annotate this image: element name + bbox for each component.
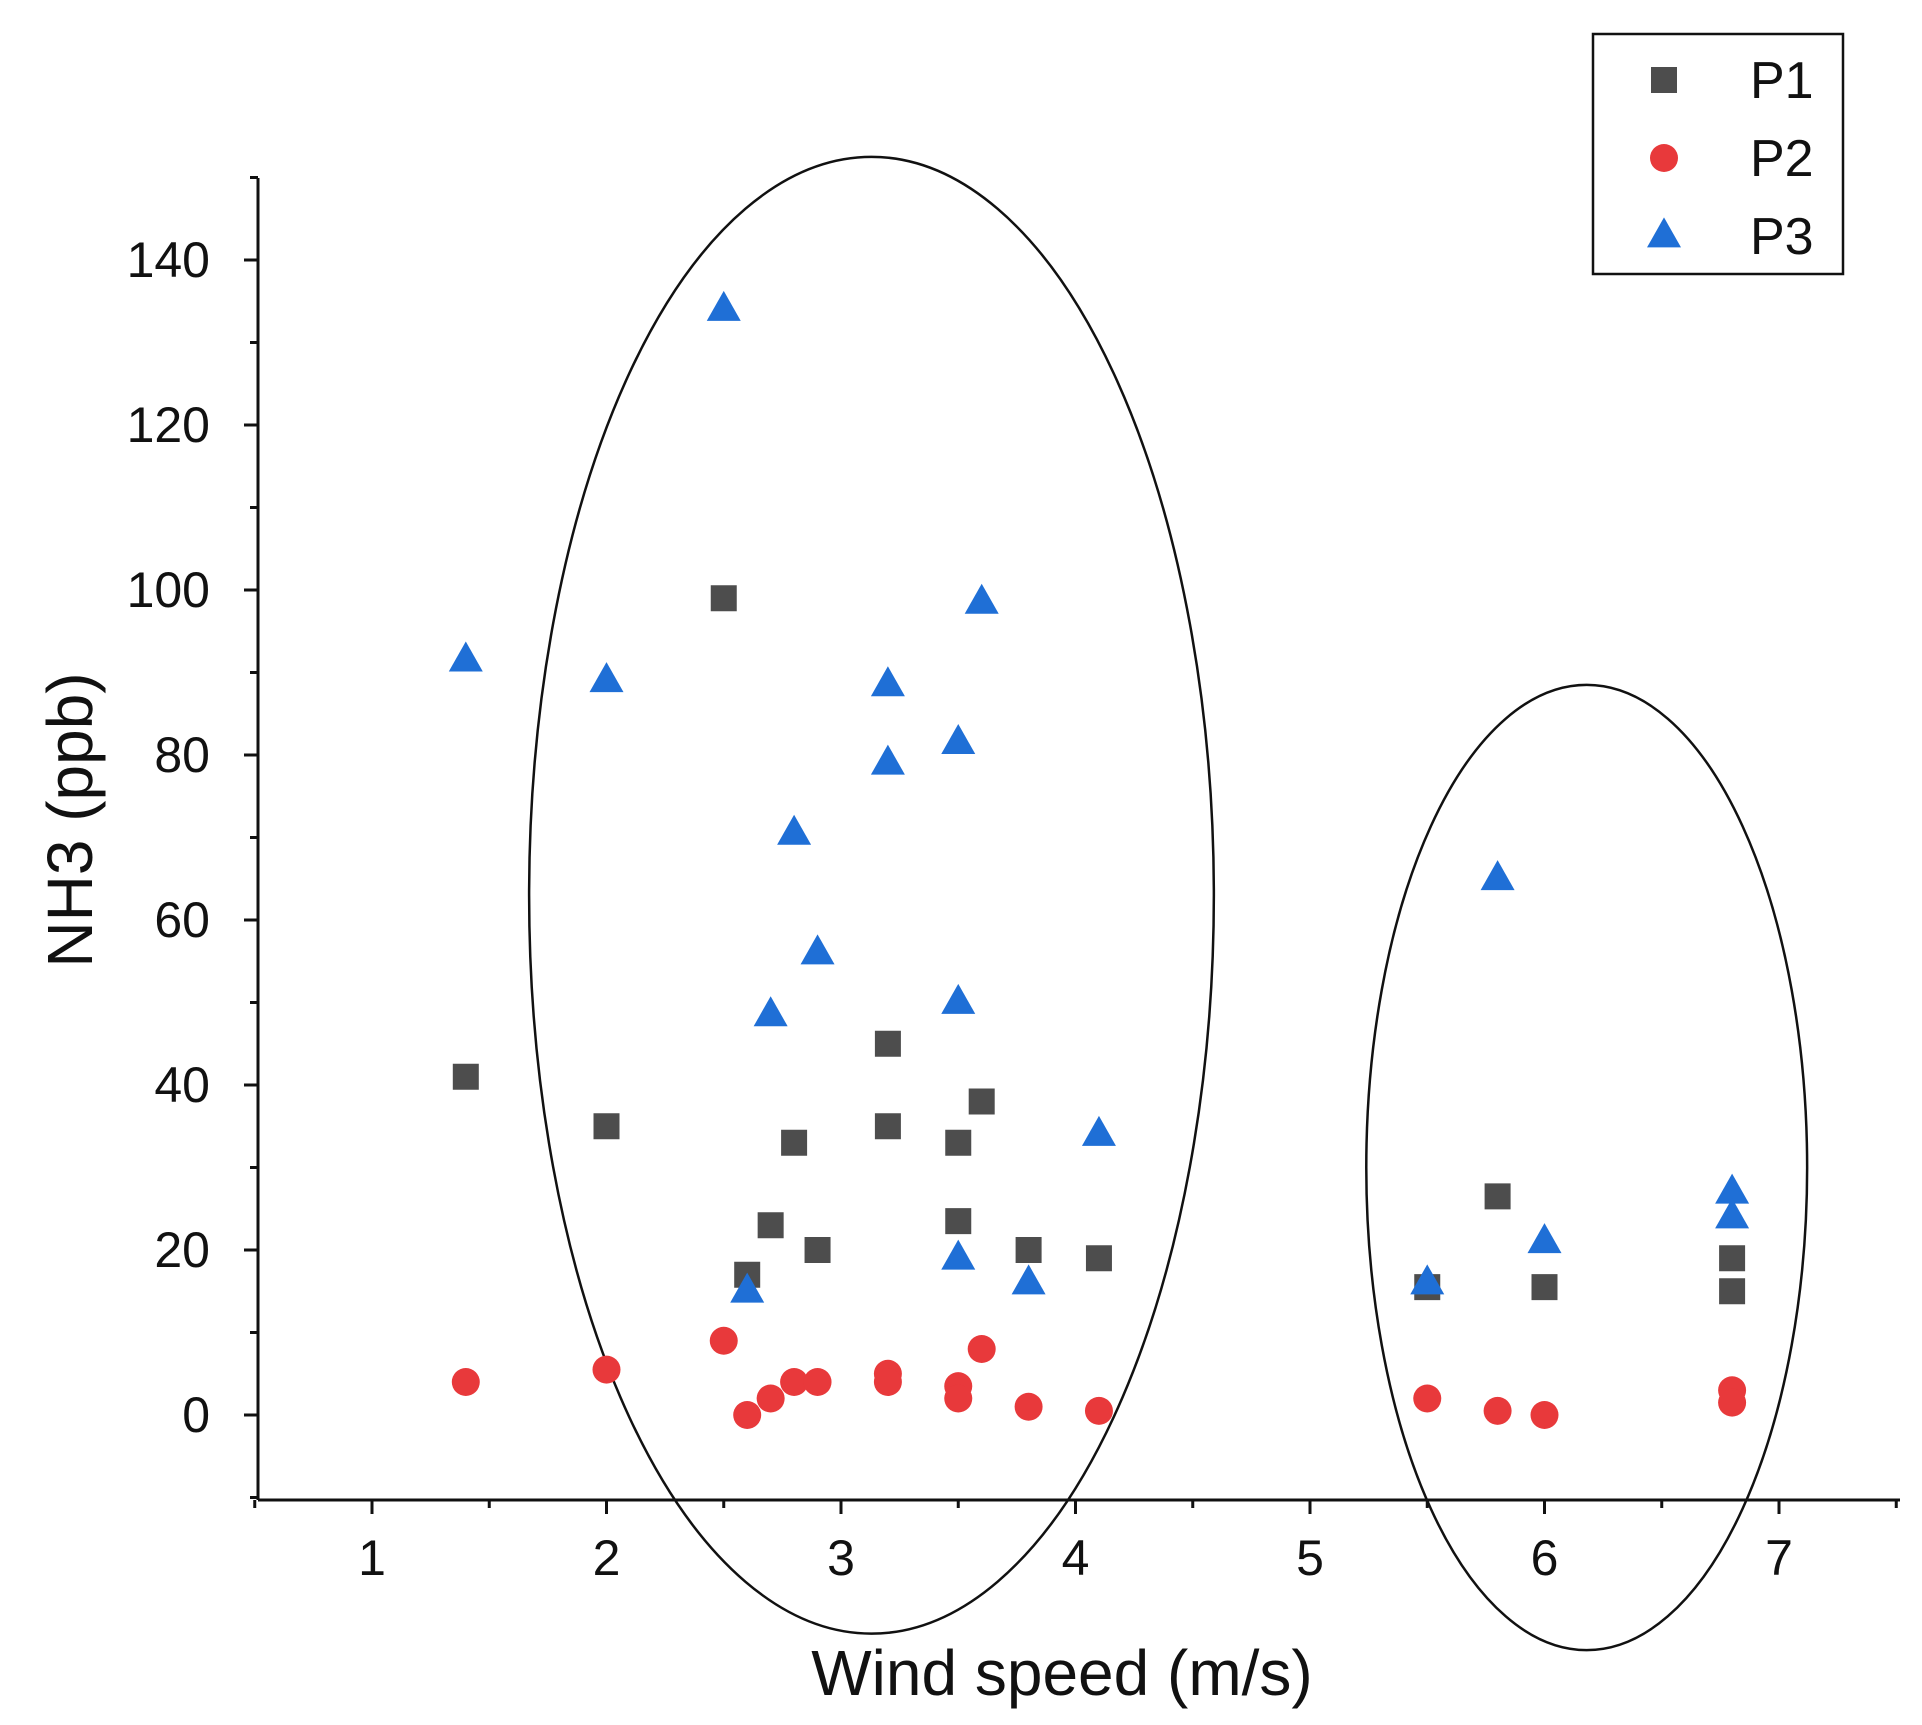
data-point-p2: [873, 1368, 902, 1396]
x-tick-label: 1: [358, 1530, 386, 1586]
series-p2: [451, 1326, 1747, 1429]
data-point-p3: [941, 1239, 976, 1270]
data-point-p3: [1480, 860, 1515, 891]
data-point-p1: [945, 1129, 972, 1156]
data-point-p1: [1015, 1237, 1042, 1263]
x-tick-label: 6: [1531, 1530, 1559, 1586]
data-point-p1: [874, 1030, 901, 1057]
legend-marker-p2: [1650, 144, 1678, 172]
data-point-p3: [941, 983, 976, 1014]
series-p3: [448, 290, 1750, 1303]
data-point-p3: [1715, 1198, 1750, 1229]
y-tick-label: 40: [154, 1057, 210, 1113]
data-point-p3: [589, 662, 624, 693]
y-axis-title: NH3 (ppb): [34, 672, 106, 967]
data-point-p1: [1484, 1183, 1511, 1210]
data-point-p1: [1719, 1245, 1746, 1272]
cluster-ellipse-2: [1365, 683, 1809, 1652]
data-point-p3: [1011, 1264, 1046, 1295]
legend-entries: P1 P2 P3: [1647, 52, 1814, 266]
data-point-p3: [870, 744, 905, 775]
data-point-p2: [756, 1384, 785, 1413]
data-point-p3: [870, 666, 905, 697]
data-point-p3: [706, 290, 741, 321]
data-point-p1: [1531, 1274, 1558, 1301]
cluster-ellipse-1: [527, 155, 1216, 1635]
data-point-p2: [1084, 1396, 1113, 1425]
x-ticks: 1 2 3 4 5 6 7: [253, 1500, 1898, 1586]
data-point-p1: [1719, 1278, 1746, 1305]
legend-marker-p1: [1651, 67, 1677, 93]
data-point-p3: [1410, 1264, 1445, 1295]
legend-label-p1: P1: [1750, 52, 1814, 110]
data-point-p3: [730, 1272, 765, 1303]
x-tick-label: 2: [593, 1530, 621, 1586]
data-point-p3: [1527, 1223, 1562, 1254]
data-point-p3: [1715, 1173, 1750, 1204]
y-tick-label: 140: [127, 232, 210, 288]
data-point-p1: [874, 1113, 901, 1140]
data-point-p2: [592, 1355, 621, 1384]
x-axis-title: Wind speed (m/s): [811, 1637, 1312, 1709]
data-point-p2: [451, 1368, 480, 1396]
data-point-p2: [709, 1326, 738, 1355]
data-point-p2: [1718, 1388, 1747, 1417]
data-point-p2: [1483, 1396, 1512, 1425]
legend-box: [1591, 32, 1845, 276]
data-point-p1: [804, 1237, 831, 1263]
data-point-p1: [710, 585, 737, 612]
data-point-p3: [800, 934, 835, 965]
y-tick-label: 100: [127, 562, 210, 618]
x-tick-label: 4: [1062, 1530, 1090, 1586]
data-point-p1: [1085, 1245, 1112, 1272]
data-point-p3: [777, 814, 812, 845]
data-point-p2: [803, 1368, 832, 1396]
data-point-p1: [593, 1113, 620, 1140]
data-points: [448, 290, 1750, 1429]
y-tick-label: 20: [154, 1222, 210, 1278]
cluster-ellipses: [527, 155, 1809, 1652]
data-point-p2: [944, 1384, 973, 1413]
data-point-p2: [967, 1335, 996, 1363]
data-point-p2: [1014, 1392, 1043, 1421]
data-point-p3: [753, 996, 788, 1027]
data-point-p3: [1081, 1115, 1116, 1146]
data-point-p2: [733, 1401, 762, 1429]
x-tick-label: 5: [1296, 1530, 1324, 1586]
data-point-p3: [941, 724, 976, 755]
y-tick-label: 80: [154, 727, 210, 783]
data-point-p2: [1413, 1384, 1442, 1413]
data-point-p2: [780, 1368, 809, 1396]
series-p1: [452, 585, 1746, 1305]
y-ticks: 0 20 40 60 80 100 120 140: [127, 176, 258, 1499]
x-tick-label: 7: [1765, 1530, 1793, 1586]
legend: P1 P2 P3: [1591, 32, 1845, 276]
data-point-p1: [781, 1129, 808, 1156]
x-tick-label: 3: [827, 1530, 855, 1586]
data-point-p3: [964, 583, 999, 614]
data-point-p1: [945, 1208, 972, 1235]
data-point-p1: [968, 1088, 995, 1115]
legend-label-p2: P2: [1750, 130, 1814, 188]
legend-label-p3: P3: [1750, 208, 1814, 266]
data-point-p1: [757, 1212, 784, 1239]
data-point-p2: [1530, 1401, 1559, 1429]
axes: [256, 178, 1900, 1502]
y-tick-label: 120: [127, 397, 210, 453]
data-point-p1: [452, 1063, 479, 1090]
data-point-p3: [448, 641, 483, 672]
y-tick-label: 60: [154, 892, 210, 948]
legend-marker-p3: [1647, 217, 1681, 248]
y-tick-label: 0: [182, 1387, 210, 1443]
